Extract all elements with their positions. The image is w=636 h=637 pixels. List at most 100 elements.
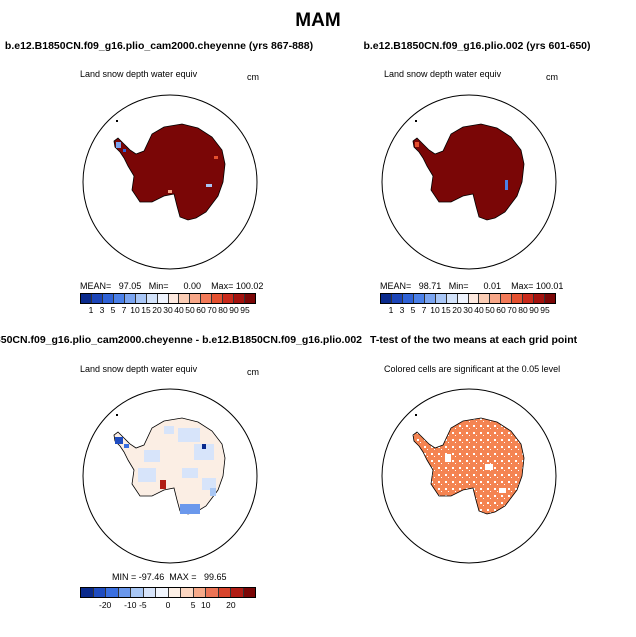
- colorbar-swatch: [545, 294, 555, 303]
- colorbar-swatch: [190, 294, 202, 303]
- panel-3-stats: MIN = -97.46 MAX = 99.65: [112, 572, 227, 582]
- colorbar-swatch: [512, 294, 524, 303]
- colorbar-tick-label: -5: [139, 600, 147, 610]
- colorbar-swatch: [135, 294, 147, 303]
- colorbar-swatch: [223, 294, 235, 303]
- panel-3-subtitle: Land snow depth water equiv: [80, 364, 198, 374]
- cell-orange: [168, 190, 172, 193]
- cell-lightblue: [144, 450, 160, 462]
- panel-4-subtitle: Colored cells are significant at the 0.0…: [384, 364, 561, 374]
- colorbar-swatch: [413, 294, 425, 303]
- colorbar-swatch: [168, 294, 180, 303]
- colorbar-tick-label: 80: [218, 305, 228, 315]
- cell-blue: [180, 504, 200, 514]
- cell-blue: [124, 444, 129, 448]
- cell-blue: [210, 488, 216, 496]
- panel-4-map: [381, 388, 557, 564]
- colorbar-tick-label: 20: [226, 600, 236, 610]
- colorbar-swatch: [468, 294, 480, 303]
- colorbar-swatch: [391, 294, 403, 303]
- panel-2-colorbar-ticks: 1 3 5 7 10 15 20 30 40 50 60 70 80 90 95: [380, 305, 556, 317]
- panel-3-units: cm: [247, 367, 259, 377]
- colorbar-swatch: [168, 588, 181, 597]
- colorbar-swatch: [91, 294, 103, 303]
- colorbar-swatch: [146, 294, 158, 303]
- colorbar-swatch: [156, 588, 169, 597]
- colorbar-swatch: [534, 294, 546, 303]
- colorbar-tick-label: 60: [496, 305, 506, 315]
- panel-1-title: b.e12.B1850CN.f09_g16.plio_cam2000.cheye…: [4, 40, 314, 52]
- colorbar-swatch: [113, 294, 125, 303]
- antarctica-shape: [412, 417, 525, 515]
- colorbar-swatch: [245, 294, 255, 303]
- colorbar-tick-label: 90: [229, 305, 239, 315]
- panel-2-subtitle: Land snow depth water equiv: [384, 69, 502, 79]
- colorbar-swatch: [381, 294, 392, 303]
- colorbar-swatch: [435, 294, 447, 303]
- panel-3-map: [82, 388, 258, 564]
- colorbar-swatch: [231, 588, 244, 597]
- colorbar-tick-label: -20: [98, 600, 112, 610]
- panel-2-map: [381, 94, 557, 270]
- colorbar-tick-label: 5: [190, 600, 196, 610]
- colorbar-tick-label: 20: [152, 305, 162, 315]
- colorbar-tick-label: 70: [507, 305, 517, 315]
- panel-2-stats: MEAN= 98.71 Min= 0.01 Max= 100.01: [380, 281, 564, 291]
- colorbar-swatch: [234, 294, 246, 303]
- colorbar-swatch: [179, 294, 191, 303]
- colorbar-tick-label: 10: [200, 600, 211, 610]
- cell-lightblue: [202, 478, 216, 490]
- colorbar-swatch: [218, 588, 231, 597]
- colorbar-swatch: [124, 294, 136, 303]
- colorbar-swatch: [446, 294, 458, 303]
- colorbar-swatch: [479, 294, 491, 303]
- antarctica-shape: [412, 123, 525, 221]
- panel-3-colorbar: [80, 587, 256, 598]
- gap-cell: [445, 454, 451, 462]
- colorbar-swatch: [93, 588, 106, 597]
- colorbar-swatch: [181, 588, 194, 597]
- panel-1-units: cm: [247, 72, 259, 82]
- colorbar-tick-label: 10: [430, 305, 440, 315]
- colorbar-tick-label: 40: [474, 305, 484, 315]
- panel-1-map: [82, 94, 258, 270]
- colorbar-tick-label: 30: [163, 305, 173, 315]
- colorbar-swatch: [201, 294, 213, 303]
- cell-darkblue: [202, 444, 206, 449]
- panel-1-subtitle: Land snow depth water equiv: [80, 69, 198, 79]
- panel-1-colorbar: [80, 293, 256, 304]
- colorbar-swatch: [81, 294, 92, 303]
- colorbar-swatch: [131, 588, 144, 597]
- panel-3-title: b.e12.B1850CN.f09_g16.plio_cam2000.cheye…: [0, 334, 362, 346]
- colorbar-tick-label: 40: [174, 305, 184, 315]
- colorbar-tick-label: 15: [441, 305, 451, 315]
- cell-blue: [505, 180, 508, 190]
- colorbar-tick-label: 80: [518, 305, 528, 315]
- colorbar-tick-label: 50: [185, 305, 195, 315]
- colorbar-tick-label: 7: [421, 305, 427, 315]
- gap-cell: [499, 488, 506, 493]
- colorbar-swatch: [424, 294, 436, 303]
- cell-lightblue: [182, 468, 198, 478]
- antarctica-shape: [113, 123, 226, 221]
- colorbar-swatch: [402, 294, 414, 303]
- colorbar-swatch: [457, 294, 469, 303]
- cell-red: [160, 480, 166, 489]
- panel-4-title: T-test of the two means at each grid poi…: [370, 334, 578, 346]
- panel-2-title: b.e12.B1850CN.f09_g16.plio.002 (yrs 601-…: [363, 40, 591, 52]
- cell-darkblue: [115, 437, 123, 444]
- colorbar-swatch: [143, 588, 156, 597]
- island-dot: [415, 414, 417, 416]
- panel-3-colorbar-ticks: -20 -10 -5 0 5 10 20: [80, 600, 256, 612]
- cell-orange: [214, 156, 218, 159]
- island-dot: [415, 120, 417, 122]
- gap-cell: [485, 464, 493, 470]
- panel-2-units: cm: [546, 72, 558, 82]
- colorbar-tick-label: 60: [196, 305, 206, 315]
- colorbar-tick-label: 0: [165, 600, 171, 610]
- cell-blue: [116, 142, 121, 148]
- cell-orange: [415, 142, 419, 147]
- colorbar-tick-label: 70: [207, 305, 217, 315]
- colorbar-tick-label: 1: [88, 305, 94, 315]
- colorbar-swatch: [523, 294, 535, 303]
